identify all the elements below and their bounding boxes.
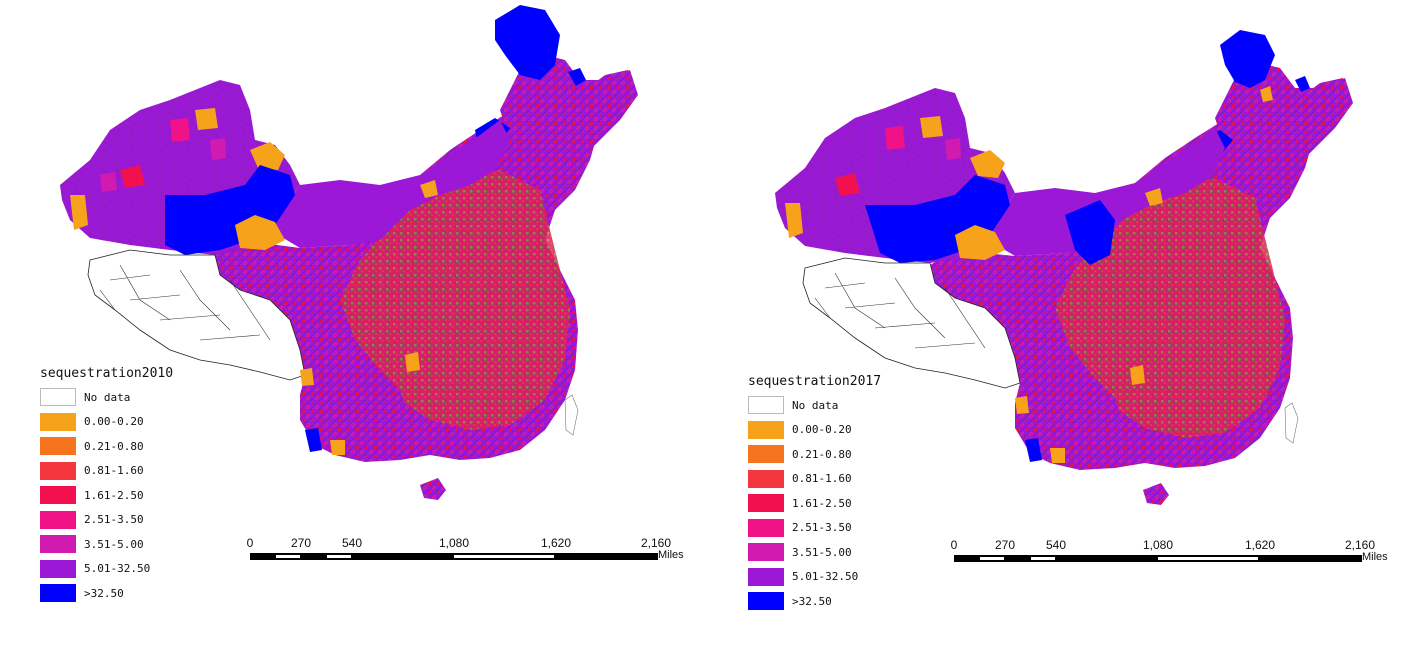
legend-swatch: [40, 388, 76, 407]
legend-swatch: [40, 412, 76, 431]
legend-swatch: [748, 567, 784, 586]
legend-item: 5.01-32.50: [40, 557, 173, 582]
legend-item: 1.61-2.50: [748, 491, 881, 516]
scale-tick-label: 2,160: [1344, 538, 1376, 552]
legend-title: sequestration2010: [40, 366, 174, 381]
region-hainan: [420, 478, 446, 500]
scale-bar-line: [250, 553, 658, 560]
legend-label: 2.51-3.50: [792, 521, 852, 535]
region-taiwan: [1284, 402, 1299, 444]
legend-swatch: [40, 584, 76, 603]
legend-label: 1.61-2.50: [792, 496, 852, 510]
legend-label: 0.21-0.80: [792, 447, 852, 461]
region-tibet-nodata: [87, 249, 306, 381]
legend-label: 2.51-3.50: [84, 513, 144, 527]
region-north-blue: [1065, 200, 1115, 265]
scale-tick-label: 0: [246, 536, 254, 550]
legend-item: 3.51-5.00: [40, 532, 173, 557]
legend-label: 0.81-1.60: [84, 464, 144, 478]
legend: sequestration2010 No data 0.00-0.20 0.21…: [40, 366, 173, 606]
legend-item: 0.00-0.20: [40, 410, 173, 435]
region-east-dense: [1055, 178, 1285, 438]
legend-label: 0.00-0.20: [84, 415, 144, 429]
legend-label: >32.50: [792, 594, 832, 608]
scale-tick-label: 2,160: [640, 536, 672, 550]
legend-item: No data: [40, 385, 173, 410]
legend-label: No data: [84, 390, 131, 404]
scale-tick-label: 540: [341, 536, 363, 550]
map-panel-2010: sequestration2010 No data 0.00-0.20 0.21…: [40, 5, 691, 606]
legend-swatch: [748, 543, 784, 562]
scale-tick-label: 540: [1045, 538, 1067, 552]
legend-item: 3.51-5.00: [748, 540, 881, 565]
region-tibet-nodata: [802, 257, 1021, 389]
legend-swatch: [748, 469, 784, 488]
legend: sequestration2017 No data 0.00-0.20 0.21…: [748, 374, 881, 614]
region-east-dense: [340, 170, 570, 430]
legend-item: 0.00-0.20: [748, 418, 881, 443]
legend-swatch: [748, 396, 784, 415]
legend-item: 0.21-0.80: [748, 442, 881, 467]
scale-tick-label: 270: [994, 538, 1016, 552]
region-north: [270, 120, 510, 248]
legend-swatch: [40, 559, 76, 578]
region-northeast: [500, 55, 638, 170]
legend-item: >32.50: [40, 581, 173, 606]
legend-item: 2.51-3.50: [40, 508, 173, 533]
legend-label: 5.01-32.50: [84, 562, 151, 576]
legend-label: 0.21-0.80: [84, 439, 144, 453]
region-northeast-blue: [1220, 30, 1275, 88]
legend-label: 5.01-32.50: [792, 570, 859, 584]
legend-item: 1.61-2.50: [40, 483, 173, 508]
legend-label: >32.50: [84, 586, 124, 600]
legend-swatch: [40, 461, 76, 480]
region-hainan: [1143, 483, 1169, 505]
scale-units: Miles: [1362, 551, 1388, 563]
region-northeast-blue: [495, 5, 560, 80]
legend-item: 5.01-32.50: [748, 565, 881, 590]
legend-label: 3.51-5.00: [792, 545, 852, 559]
scale-bar-line: [954, 555, 1362, 562]
map-panel-2017: sequestration2017 No data 0.00-0.20 0.21…: [705, 0, 1410, 653]
scale-tick-label: 1,620: [540, 536, 572, 550]
legend-swatch: [748, 518, 784, 537]
scale-tick-label: 270: [290, 536, 312, 550]
legend-swatch: [40, 437, 76, 456]
legend-title: sequestration2017: [748, 374, 882, 389]
scale-bar: 0 270 540 1,080 1,620 2,160 Miles: [950, 538, 1395, 578]
legend-swatch: [40, 535, 76, 554]
legend-item: 0.81-1.60: [748, 467, 881, 492]
legend-label: 3.51-5.00: [84, 537, 144, 551]
legend-label: 0.81-1.60: [792, 472, 852, 486]
legend-swatch: [748, 592, 784, 611]
region-northeast: [1215, 63, 1353, 178]
legend-label: 0.00-0.20: [792, 423, 852, 437]
scale-tick-label: 0: [950, 538, 958, 552]
region-north: [985, 128, 1225, 256]
scale-tick-label: 1,620: [1244, 538, 1276, 552]
legend-swatch: [748, 420, 784, 439]
china-map-2017: [775, 30, 1353, 505]
legend-label: 1.61-2.50: [84, 488, 144, 502]
legend-item: No data: [748, 393, 881, 418]
legend-swatch: [748, 494, 784, 513]
legend-swatch: [40, 510, 76, 529]
region-taiwan: [564, 394, 579, 436]
scale-units: Miles: [658, 549, 684, 561]
legend-item: 2.51-3.50: [748, 516, 881, 541]
region-ne-blue-3: [568, 68, 586, 86]
legend-swatch: [40, 486, 76, 505]
scale-tick-label: 1,080: [438, 536, 470, 550]
china-map-2010: [60, 5, 638, 500]
legend-item: >32.50: [748, 589, 881, 614]
legend-item: 0.21-0.80: [40, 434, 173, 459]
legend-label: No data: [792, 398, 839, 412]
scale-tick-label: 1,080: [1142, 538, 1174, 552]
legend-item: 0.81-1.60: [40, 459, 173, 484]
scale-bar: 0 270 540 1,080 1,620 2,160 Miles: [246, 536, 691, 576]
legend-swatch: [748, 445, 784, 464]
